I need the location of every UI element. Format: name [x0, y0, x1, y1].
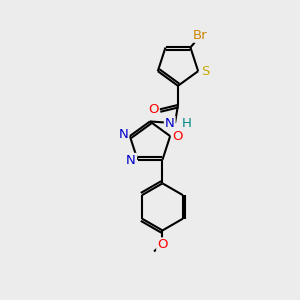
Text: O: O: [148, 103, 158, 116]
Text: H: H: [181, 117, 191, 130]
Text: N: N: [118, 128, 128, 141]
Text: N: N: [126, 154, 136, 167]
Text: O: O: [157, 238, 168, 251]
Text: S: S: [201, 65, 210, 78]
Text: N: N: [165, 117, 175, 130]
Text: Br: Br: [193, 28, 207, 42]
Text: O: O: [172, 130, 182, 142]
